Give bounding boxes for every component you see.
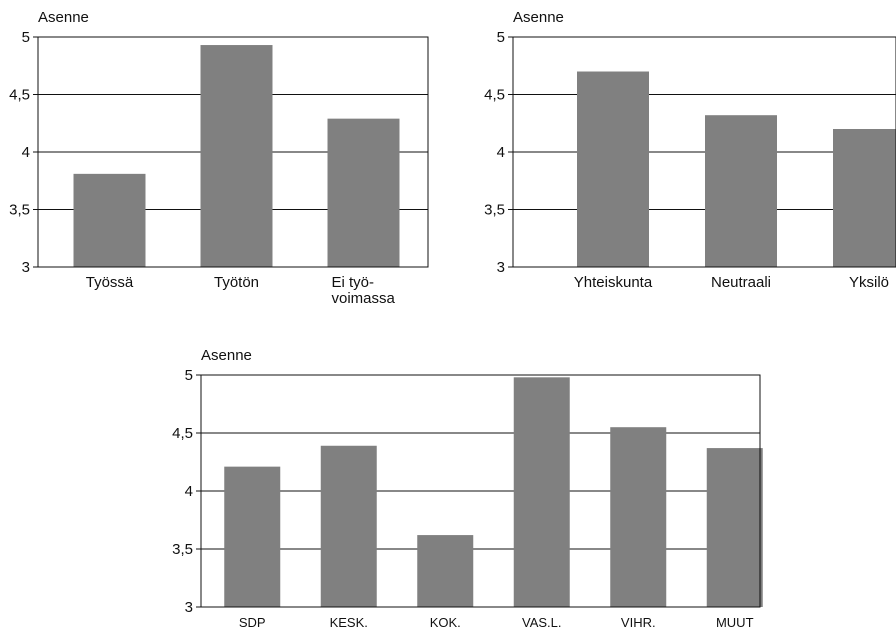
x-tick-label-line: Työtön <box>214 274 259 291</box>
bar <box>706 448 763 607</box>
y-axis-label: Asenne <box>201 347 252 364</box>
y-tick-label: 5 <box>22 29 30 46</box>
bar <box>705 115 777 267</box>
x-tick-label: MUUT <box>716 615 754 630</box>
bar <box>833 129 896 267</box>
bar <box>327 118 400 268</box>
x-tick-label-line: VAS.L. <box>522 615 562 630</box>
x-tick-label: KOK. <box>430 615 461 630</box>
bar <box>513 377 570 607</box>
chart-party: 3 3,5 4 4,5 5 SDP KESK. KOK. VAS.L. VIHR. MUUT Asen… <box>172 347 763 630</box>
x-tick-label: Työssä <box>86 274 134 291</box>
x-tick-label: VAS.L. <box>522 615 562 630</box>
bar <box>610 427 667 607</box>
bar <box>200 45 273 267</box>
x-tick-label-line: KOK. <box>430 615 461 630</box>
x-tick-label: Neutraali <box>711 274 771 291</box>
y-tick-label: 3,5 <box>9 202 30 219</box>
x-tick-label-line: KESK. <box>330 615 368 630</box>
bar <box>73 173 146 267</box>
plot-border <box>200 374 761 608</box>
x-tick-label-line: Yksilö <box>849 274 889 291</box>
x-tick-label-line: Työssä <box>86 274 134 291</box>
x-tick-label: Ei työ-voimassa <box>332 274 396 307</box>
bar <box>224 466 281 607</box>
x-tick-label: KESK. <box>330 615 368 630</box>
y-tick-label: 4 <box>497 144 505 161</box>
x-tick-label-line: SDP <box>239 615 266 630</box>
y-tick-label: 5 <box>497 29 505 46</box>
x-tick-label-line: Neutraali <box>711 274 771 291</box>
chart-employment-status: 3 3,5 4 4,5 5 Työssä Työtön Ei työ-voimassa Asen… <box>9 9 429 307</box>
x-tick-label: Yksilö <box>849 274 889 291</box>
x-tick-label-line: VIHR. <box>621 615 656 630</box>
y-tick-label: 3 <box>185 599 193 616</box>
x-tick-label: VIHR. <box>621 615 656 630</box>
x-tick-label: Yhteiskunta <box>574 274 653 291</box>
x-tick-label: Työtön <box>214 274 259 291</box>
y-tick-label: 3,5 <box>172 541 193 558</box>
bar <box>320 445 377 607</box>
y-tick-label: 4 <box>22 144 30 161</box>
y-tick-label: 5 <box>185 367 193 384</box>
y-tick-label: 4,5 <box>9 87 30 104</box>
y-tick-label: 4,5 <box>172 425 193 442</box>
y-tick-label: 4,5 <box>484 87 505 104</box>
y-axis-label: Asenne <box>38 9 89 26</box>
x-tick-label-line: voimassa <box>332 290 396 307</box>
plot-border <box>512 36 896 268</box>
bar <box>577 71 649 267</box>
y-tick-label: 4 <box>185 483 193 500</box>
x-tick-label: SDP <box>239 615 266 630</box>
y-axis-label: Asenne <box>513 9 564 26</box>
y-tick-label: 3 <box>497 259 505 276</box>
x-tick-label-line: Ei työ- <box>332 274 375 291</box>
plot-border <box>37 36 429 268</box>
x-tick-label-line: MUUT <box>716 615 754 630</box>
bar <box>417 535 474 607</box>
x-tick-label-line: Yhteiskunta <box>574 274 653 291</box>
y-tick-label: 3 <box>22 259 30 276</box>
chart-orientation: 3 3,5 4 4,5 5 Yhteiskunta Neutraali Yksilö Asenn… <box>484 9 896 291</box>
y-tick-label: 3,5 <box>484 202 505 219</box>
